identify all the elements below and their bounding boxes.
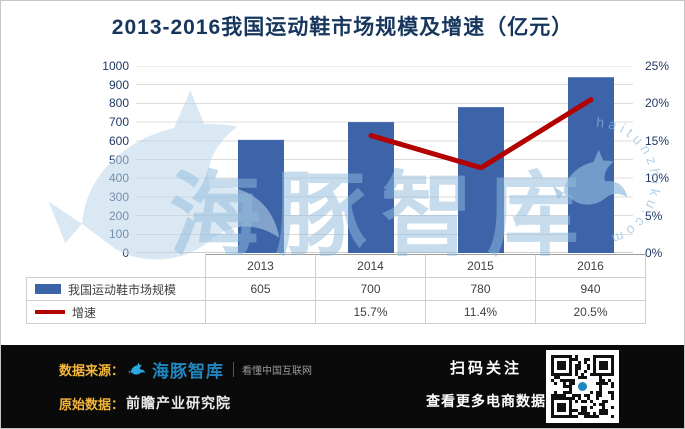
table-cell: 20.5% xyxy=(536,301,646,324)
right-axis-tick: 15% xyxy=(645,133,670,148)
haitun-logo: 海豚智库 xyxy=(128,357,224,382)
bar-2016 xyxy=(568,77,614,253)
right-axis-tick: 10% xyxy=(645,171,670,186)
left-axis-tick: 600 xyxy=(108,133,129,148)
series-label: 增速 xyxy=(72,305,97,320)
left-axis-tick: 800 xyxy=(108,96,129,111)
x-axis-label: 2016 xyxy=(536,254,646,278)
chart-plot xyxy=(136,66,633,253)
qr-code xyxy=(546,350,619,423)
series-label-cell: 我国运动鞋市场规模 xyxy=(26,278,206,301)
data-source-row: 数据来源： 海豚智库 看懂中国互联网 xyxy=(59,357,312,382)
right-axis-tick: 25% xyxy=(645,59,670,73)
x-axis-label: 2015 xyxy=(426,254,536,278)
table-cell: 15.7% xyxy=(316,301,426,324)
x-axis-label: 2014 xyxy=(316,254,426,278)
logo-text: 海豚智库 xyxy=(152,362,225,381)
bar-2015 xyxy=(458,107,504,253)
table-cell: 700 xyxy=(316,278,426,301)
table-cell: 11.4% xyxy=(426,301,536,324)
left-axis-tick: 300 xyxy=(108,189,129,204)
right-axis-tick: 5% xyxy=(645,208,663,223)
footer: 数据来源： 海豚智库 看懂中国互联网 原始数据： 前瞻产业研究院 扫码关注 查看… xyxy=(1,345,684,428)
right-axis-tick: 0% xyxy=(645,246,663,260)
left-axis-tick: 400 xyxy=(108,171,129,186)
qr-center-logo-icon xyxy=(575,379,590,394)
left-axis-tick: 200 xyxy=(108,208,129,223)
left-axis-tick: 100 xyxy=(108,227,129,242)
chart-title: 2013-2016我国运动鞋市场规模及增速（亿元） xyxy=(111,16,574,39)
dolphin-logo-icon xyxy=(128,361,146,375)
origin-value: 前瞻产业研究院 xyxy=(126,395,232,411)
table-cell: 605 xyxy=(206,278,316,301)
data-source-label: 数据来源： xyxy=(59,363,125,378)
table-corner xyxy=(26,254,206,278)
origin-label: 原始数据： xyxy=(59,396,125,412)
line-legend-swatch xyxy=(35,310,65,314)
growth-line xyxy=(368,97,594,171)
qr-title: 扫码关注 xyxy=(449,360,522,377)
bar-2013 xyxy=(238,139,284,253)
right-axis-tick: 20% xyxy=(645,96,670,111)
series-label-cell: 增速 xyxy=(26,301,206,324)
qr-subtitle: 查看更多电商数据 xyxy=(426,393,546,409)
left-axis-tick: 700 xyxy=(108,115,129,130)
right-axis: 25% 20% 15% 10% 5% 0% xyxy=(645,1,684,261)
left-axis-tick: 1000 xyxy=(102,59,129,73)
left-axis-tick: 500 xyxy=(108,152,129,167)
series-label: 我国运动鞋市场规模 xyxy=(68,282,177,297)
table-cell xyxy=(206,301,316,324)
x-axis-label: 2013 xyxy=(206,254,316,278)
table-cell: 940 xyxy=(536,278,646,301)
table-cell: 780 xyxy=(426,278,536,301)
logo-tagline: 看懂中国互联网 xyxy=(233,362,312,377)
left-axis-tick: 900 xyxy=(108,77,129,92)
bar-2014 xyxy=(348,122,394,253)
data-table: 2013 2014 2015 2016 我国运动鞋市场规模 605 700 780 940 增速 1… xyxy=(26,254,646,324)
bar-legend-swatch xyxy=(35,284,61,294)
origin-data-row: 原始数据： 前瞻产业研究院 xyxy=(59,393,231,413)
